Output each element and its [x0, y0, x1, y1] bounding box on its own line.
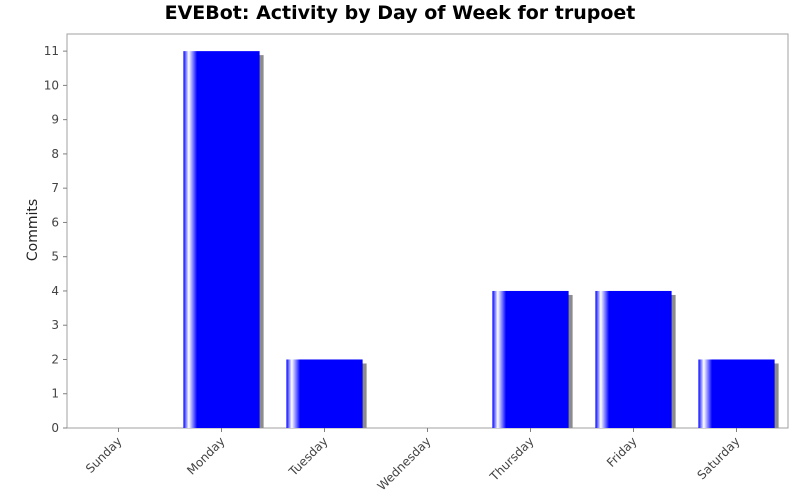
x-tick-label: Wednesday	[375, 434, 434, 493]
bar-thursday	[492, 290, 569, 428]
y-tick-label: 11	[44, 44, 59, 58]
plot-area	[66, 33, 789, 429]
y-tick-label: 5	[51, 250, 59, 264]
y-tick-label: 8	[51, 147, 59, 161]
y-tick-label: 2	[51, 352, 59, 366]
x-tick-label: Monday	[184, 434, 227, 477]
y-tick-label: 3	[51, 318, 59, 332]
y-axis: 0 1 2 3 4 5 6 7 8 9 10 11	[44, 44, 67, 435]
x-tick-label: Friday	[604, 434, 640, 470]
x-tick-label: Sunday	[83, 434, 125, 476]
bar-monday	[183, 51, 260, 429]
chart-title: EVEBot: Activity by Day of Week for trup…	[164, 2, 636, 24]
y-tick-label: 6	[51, 215, 59, 229]
y-tick-label: 0	[51, 421, 59, 435]
x-tick-label: Tuesday	[285, 434, 330, 479]
y-tick-label: 4	[51, 284, 59, 298]
y-tick-label: 1	[51, 387, 59, 401]
y-tick-label: 10	[44, 78, 59, 92]
x-tick-label: Thursday	[487, 434, 537, 484]
x-tick-label: Saturday	[694, 434, 742, 482]
y-axis-title: Commits	[25, 199, 41, 261]
y-tick-label: 9	[51, 113, 59, 127]
bar-saturday	[698, 359, 775, 428]
bars	[183, 51, 779, 429]
x-axis: Sunday Monday Tuesday Wednesday Thursday Frid…	[83, 428, 743, 493]
bar-friday	[595, 290, 672, 428]
bar-tuesday	[286, 359, 363, 428]
y-tick-label: 7	[51, 181, 59, 195]
